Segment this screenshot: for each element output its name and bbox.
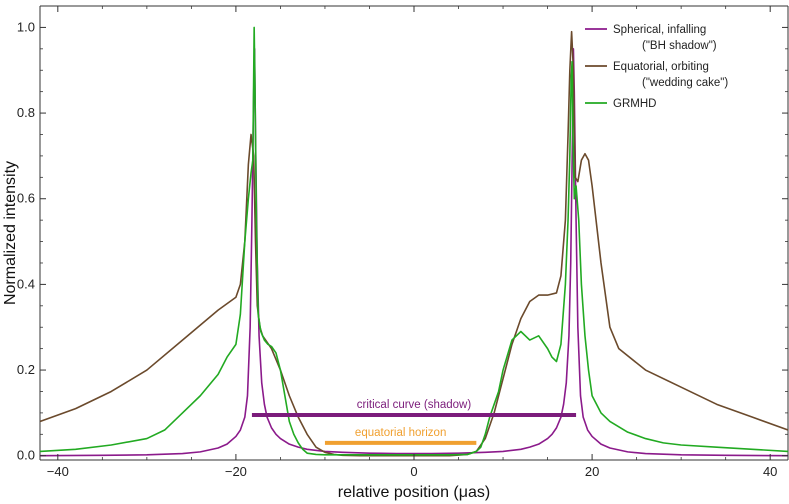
equatorial-horizon-label: equatorial horizon: [355, 427, 446, 439]
annotation-layer: critical curve (shadow) equatorial horizo…: [251, 399, 577, 445]
legend: Spherical, infalling ("BH shadow") Equator…: [585, 24, 728, 110]
x-tick-label: 0: [410, 464, 417, 479]
x-tick-label: −20: [225, 464, 247, 479]
series-line-grmhd: [40, 26, 788, 456]
x-tick-label: 40: [763, 464, 777, 479]
y-tick-label: 1.0: [17, 19, 35, 34]
y-tick-label: 0.6: [17, 191, 35, 206]
series-line-spherical: [40, 48, 788, 457]
x-tick-label: 20: [585, 464, 599, 479]
x-tick-label: −40: [47, 464, 69, 479]
legend-label-equatorial: Equatorial, orbiting: [613, 61, 709, 73]
series-layer: [40, 26, 788, 457]
y-tick-label: 0.2: [17, 362, 35, 377]
y-axis-label: Normalized intensity: [2, 161, 19, 305]
plot-frame: [39, 5, 789, 461]
y-tick-label: 0.8: [17, 105, 35, 120]
y-tick-label: 0.4: [17, 276, 35, 291]
tick-layer: −40 −20 0 20 40 0.0 0.2 0.4 0.6 0.8 1.0: [17, 6, 788, 479]
series-line-equatorial: [40, 30, 788, 457]
critical-curve-label: critical curve (shadow): [357, 399, 472, 411]
y-tick-label: 0.0: [17, 448, 35, 463]
legend-sublabel-equatorial: ("wedding cake"): [642, 77, 728, 89]
legend-label-spherical: Spherical, infalling: [613, 24, 706, 36]
legend-label-grmhd: GRMHD: [613, 98, 656, 110]
x-axis-label: relative position (μas): [338, 484, 490, 501]
legend-sublabel-spherical: ("BH shadow"): [642, 40, 717, 52]
